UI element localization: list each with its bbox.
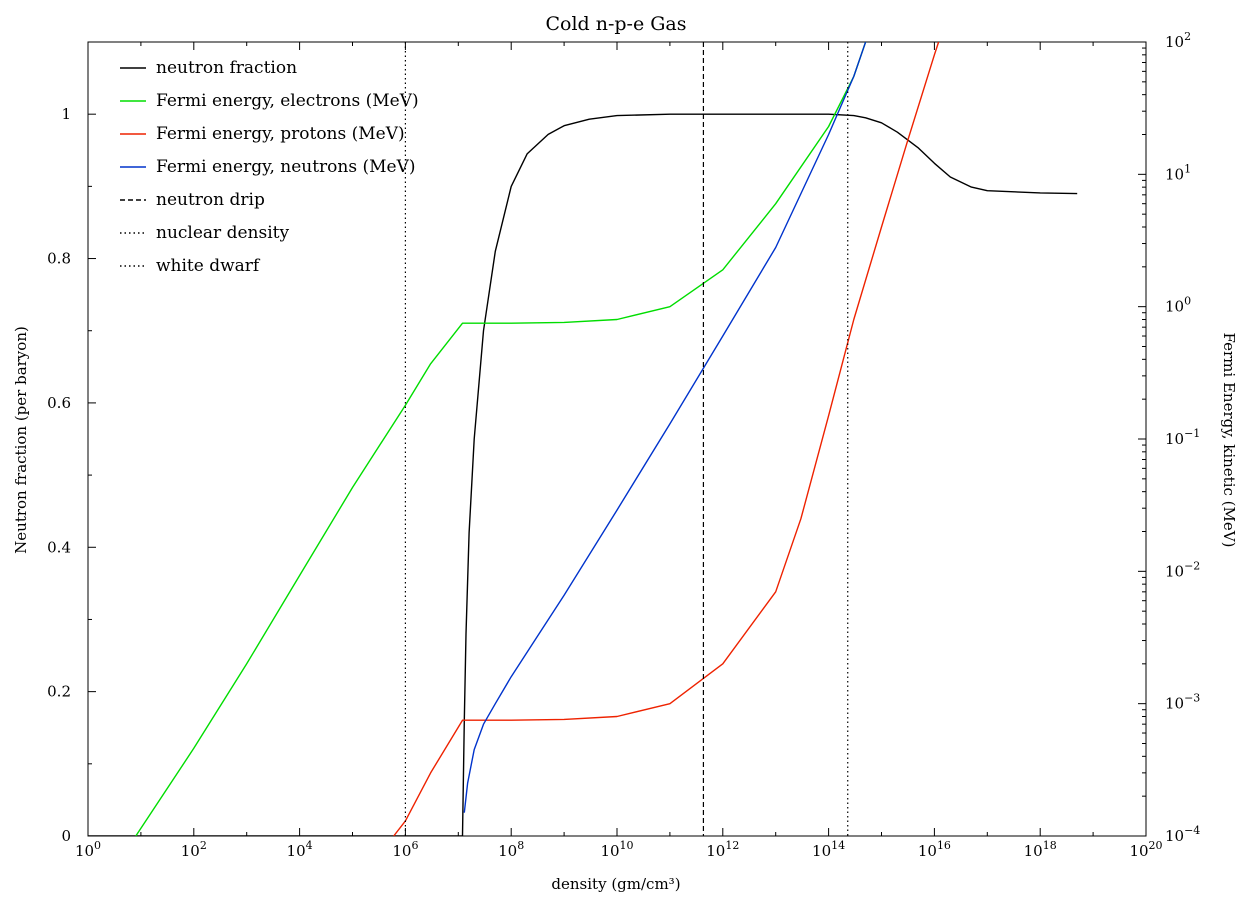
x-tick-label: 1016 xyxy=(918,839,951,860)
x-tick-label-base: 10 xyxy=(181,842,200,860)
x-tick-label: 1018 xyxy=(1024,839,1057,860)
y2-tick-label-base: 10 xyxy=(1165,695,1184,713)
y2-tick-label: 10−4 xyxy=(1165,824,1200,845)
x-tick-label-base: 10 xyxy=(1024,842,1043,860)
x-tick-label-exponent: 6 xyxy=(411,839,418,852)
y2-tick-label-base: 10 xyxy=(1165,33,1184,51)
x-tick-label: 1020 xyxy=(1129,839,1162,860)
x-tick-label-exponent: 0 xyxy=(94,839,101,852)
y2-tick-label: 101 xyxy=(1165,162,1191,183)
x-tick-label: 1012 xyxy=(706,839,739,860)
legend-nuclear-density-label: nuclear density xyxy=(156,223,289,243)
x-axis-label: density (gm/cm³) xyxy=(551,875,680,893)
y2-tick-label-exponent: −1 xyxy=(1184,427,1200,440)
series-fermi-energy-neutrons-mev-line xyxy=(463,42,867,813)
x-tick-label-base: 10 xyxy=(287,842,306,860)
y2-tick-label-base: 10 xyxy=(1165,827,1184,845)
y2-tick-label-exponent: −2 xyxy=(1184,559,1200,572)
x-tick-label-base: 10 xyxy=(498,842,517,860)
series-neutron-fraction-line xyxy=(88,113,1078,836)
y2-tick-label: 10−1 xyxy=(1165,427,1200,448)
x-tick-label: 104 xyxy=(287,839,313,860)
y2-tick-label-base: 10 xyxy=(1165,298,1184,316)
x-tick-label-base: 10 xyxy=(918,842,937,860)
x-tick-label-exponent: 18 xyxy=(1043,839,1057,852)
x-tick-label: 108 xyxy=(498,839,524,860)
y-tick-label: 0.6 xyxy=(47,394,71,412)
x-tick-label-exponent: 2 xyxy=(200,839,207,852)
x-tick-label-base: 10 xyxy=(1129,842,1148,860)
y-tick-label: 0.4 xyxy=(47,538,71,556)
y2-tick-label-exponent: 0 xyxy=(1184,295,1191,308)
y-tick-label: 0.8 xyxy=(47,250,71,268)
x-tick-label-exponent: 4 xyxy=(306,839,313,852)
x-tick-label-base: 10 xyxy=(706,842,725,860)
y2-tick-label-exponent: −4 xyxy=(1184,824,1200,837)
x-tick-label: 100 xyxy=(75,839,101,860)
y2-tick-label-base: 10 xyxy=(1165,430,1184,448)
x-tick-label: 1014 xyxy=(812,839,845,860)
x-tick-label: 102 xyxy=(181,839,207,860)
y2-tick-label-exponent: −3 xyxy=(1184,692,1200,705)
y2-tick-label: 102 xyxy=(1165,30,1191,51)
y2-tick-label-exponent: 1 xyxy=(1184,162,1191,175)
y-axis-ticks: 0 0.2 0.4 0.6 0.8 1 xyxy=(47,41,96,845)
y-tick-label: 1 xyxy=(61,105,71,123)
y2-tick-label: 100 xyxy=(1165,295,1191,316)
series-layer xyxy=(88,42,1078,836)
x-tick-label-exponent: 8 xyxy=(517,839,524,852)
x-tick-label-exponent: 14 xyxy=(831,839,845,852)
x-tick-label: 1010 xyxy=(600,839,633,860)
y-tick-label: 0.2 xyxy=(47,683,71,701)
x-tick-label-exponent: 16 xyxy=(937,839,951,852)
legend-fermi-energy-protons-mev-label: Fermi energy, protons (MeV) xyxy=(156,124,405,144)
series-fermi-energy-protons-mev-line xyxy=(393,42,940,836)
y-axis-label: Neutron fraction (per baryon) xyxy=(12,326,30,554)
y2-tick-label: 10−3 xyxy=(1165,692,1200,713)
x-tick-label-exponent: 10 xyxy=(620,839,634,852)
x-tick-label-exponent: 12 xyxy=(725,839,739,852)
legend-white-dwarf-label: white dwarf xyxy=(156,256,261,276)
x-tick-label-base: 10 xyxy=(75,842,94,860)
x-tick-label-exponent: 20 xyxy=(1149,839,1163,852)
x-axis-ticks: 100 102 104 106 108 1010 1012 1014 1016 1018 1020 xyxy=(75,42,1163,860)
legend-neutron-fraction-label: neutron fraction xyxy=(156,58,297,78)
y2-axis-label: Fermi Energy, kinetic (MeV) xyxy=(1220,333,1238,548)
legend-fermi-energy-electrons-mev-label: Fermi energy, electrons (MeV) xyxy=(156,91,419,111)
legend-fermi-energy-neutrons-mev-label: Fermi energy, neutrons (MeV) xyxy=(156,157,415,177)
x-tick-label: 106 xyxy=(392,839,418,860)
y2-tick-label-base: 10 xyxy=(1165,562,1184,580)
legend-neutron-drip-label: neutron drip xyxy=(156,190,265,210)
series-fermi-energy-electrons-mev-line xyxy=(135,42,867,836)
legend: neutron fraction Fermi energy, electrons … xyxy=(120,58,419,276)
chart-title: Cold n-p-e Gas xyxy=(545,13,686,35)
y2-tick-label-base: 10 xyxy=(1165,165,1184,183)
x-tick-label-base: 10 xyxy=(812,842,831,860)
y2-tick-label-exponent: 2 xyxy=(1184,30,1191,43)
x-tick-label-base: 10 xyxy=(392,842,411,860)
y2-tick-label: 10−2 xyxy=(1165,559,1200,580)
x-tick-label-base: 10 xyxy=(600,842,619,860)
y-tick-label: 0 xyxy=(61,827,71,845)
